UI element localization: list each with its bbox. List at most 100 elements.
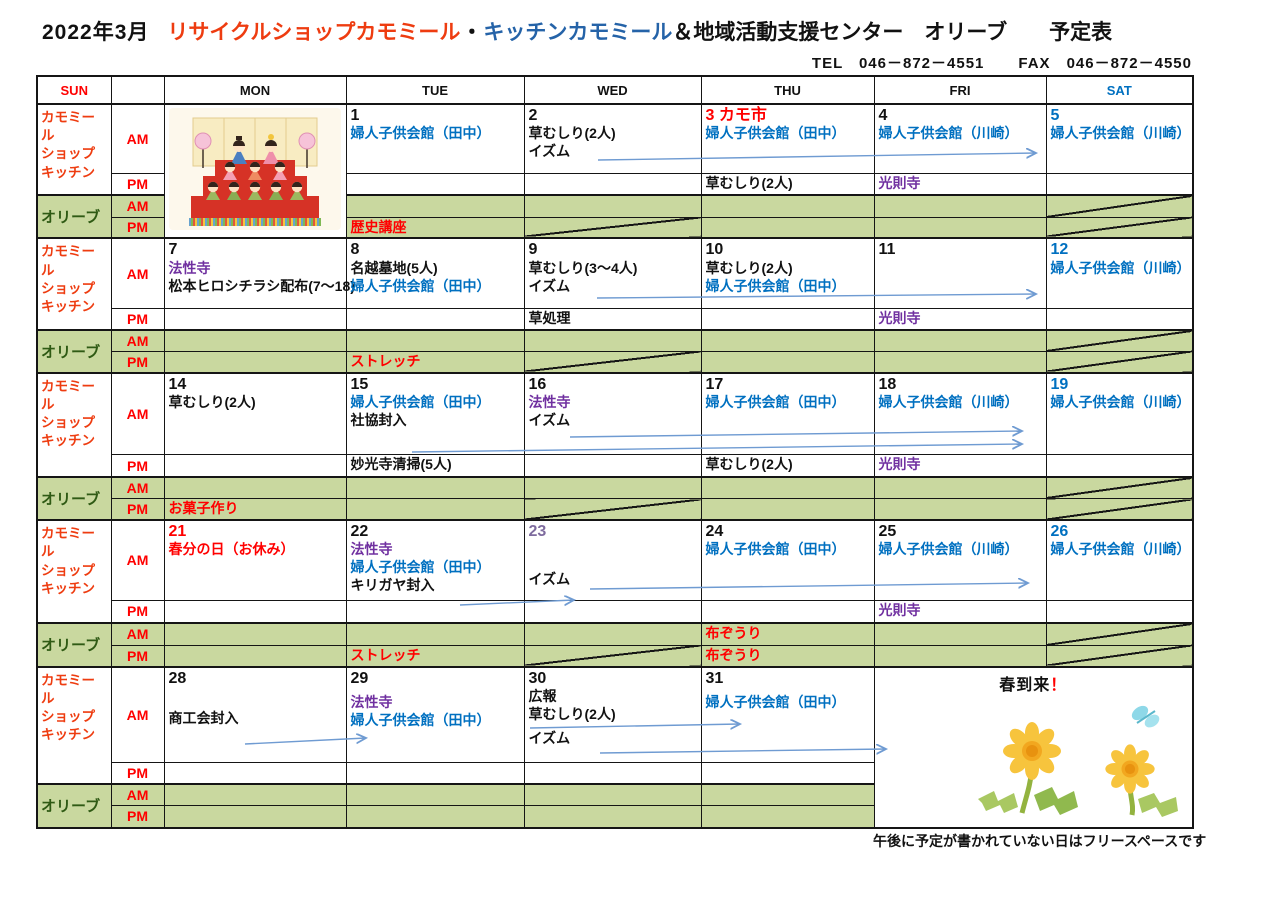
w3-sat-olive-pm (1045, 498, 1194, 521)
event: 光則寺 (878, 174, 921, 191)
w4-tue-pm (345, 599, 525, 624)
header-ampm-col (110, 75, 165, 105)
event: 婦人子供会館（田中） (350, 711, 491, 728)
w1-thu-am: 3 カモ市 婦人子供会館（田中） (700, 103, 875, 174)
event: 婦人子供会館（川崎） (1050, 259, 1191, 276)
w5-olive-pm-row: PM (37, 805, 1193, 829)
event: 光則寺 (878, 309, 921, 326)
date-number: 2 (528, 107, 538, 124)
event: 婦人子供会館（田中） (705, 693, 846, 710)
pm-label: PM (110, 644, 165, 668)
event: 婦人子供会館（川崎） (878, 541, 1019, 558)
olive-section-label: オリーブ (36, 475, 112, 521)
w3-olive-am-row: オリーブ AM (36, 475, 1194, 521)
am-label: AM (110, 782, 165, 807)
event: 布ぞうり (705, 646, 762, 663)
w2-sat-olive-pm (1045, 350, 1194, 374)
w1-fri-am: 4 婦人子供会館（川崎） (873, 103, 1047, 174)
event: 布ぞうり (705, 625, 762, 642)
flower-head (1003, 721, 1061, 780)
chamomile-section-label: カモミール ショップ キッチン (36, 665, 112, 785)
event: 婦人子供会館（川崎） (878, 394, 1019, 410)
w2-wed-pm: 草処理 (523, 307, 702, 331)
w5-mon-olive-am (163, 782, 347, 807)
chamomile-section-label: カモミール ショップ キッチン (36, 237, 112, 331)
event: 婦人子供会館（田中） (705, 277, 846, 294)
w5-tue-am: 29 法性寺 婦人子供会館（田中） (345, 665, 525, 764)
event: 商工会封入 (168, 709, 239, 726)
w2-thu-pm (700, 307, 875, 331)
event: 光則寺 (878, 601, 921, 618)
w4-mon-am: 21 春分の日（お休み） (163, 519, 347, 601)
w3-fri-olive-pm (873, 498, 1047, 521)
leaf (1034, 786, 1078, 815)
w2-thu-am: 10 草むしり(2人) 婦人子供会館（田中） (700, 237, 875, 309)
w1-sat-olive-am (1045, 194, 1194, 218)
am-label: AM (110, 622, 165, 646)
w2-sat-olive-am (1045, 329, 1194, 352)
w3-am-row: カモミール ショップ キッチン AM 14 草むしり(2人) 15 婦人子供会館… (36, 371, 1194, 478)
w4-wed-olive-pm (523, 644, 702, 668)
w1-wed-am: 2 草むしり(2人) イズム (523, 103, 702, 174)
header-wed: WED (523, 75, 702, 105)
event: 婦人子供会館（川崎） (1050, 125, 1191, 142)
w5-wed-pm (523, 762, 702, 785)
w4-olive-am-row: オリーブ AM 布ぞうり (36, 622, 1194, 668)
w2-olive-am-row: オリーブ AM (36, 329, 1194, 374)
event: イズム (528, 411, 571, 428)
w2-tue-pm (345, 307, 525, 331)
w5-olive-am-row: オリーブ AM (36, 782, 1193, 829)
w5-mon-am: 28 商工会封入 (163, 665, 347, 764)
leaf (1138, 792, 1178, 817)
spring-flowers-illustration (978, 705, 1178, 817)
w4-fri-am: 25 婦人子供会館（川崎） (873, 519, 1047, 601)
w4-thu-olive-am: 布ぞうり (700, 622, 875, 646)
spring-banner: 春到来！ (999, 676, 1068, 694)
w3-mon-am: 14 草むしり(2人) (163, 371, 347, 456)
w2-am-row: カモミール ショップ キッチン AM 7 法性寺 松本ヒロシチラシ配布(7～18… (36, 237, 1194, 331)
header-tue: TUE (345, 75, 525, 105)
pm-label: PM (110, 454, 165, 478)
w4-pm-row: PM 光則寺 (37, 599, 1194, 624)
event: ストレッチ (350, 352, 421, 369)
w4-wed-pm (523, 599, 702, 624)
event: 名越墓地(5人) (350, 259, 438, 276)
footer-note: 午後に予定が書かれていない日はフリースペースです (873, 833, 1207, 849)
w4-sat-olive-pm (1045, 644, 1194, 668)
w2-fri-am: 11 (873, 237, 1047, 309)
date-number: 1 (350, 107, 360, 124)
butterfly-icon (1131, 705, 1160, 728)
event: 草むしり(3～4人) (528, 259, 638, 276)
w1-tue-olive-pm: 歴史講座 (345, 216, 525, 239)
w3-wed-olive-am (523, 475, 702, 500)
w1-thu-olive-am (700, 194, 875, 218)
w4-tue-olive-am (345, 622, 525, 646)
event: イズム (528, 277, 571, 294)
w3-tue-olive-am (345, 475, 525, 500)
w3-mon-olive-pm: お菓子作り (163, 498, 347, 521)
w3-sat-am: 19 婦人子供会館（川崎） (1045, 371, 1194, 456)
date-number: 3 カモ市 (705, 107, 767, 124)
court-lady-dolls (223, 161, 287, 180)
w5-wed-am: 30 広報 草むしり(2人) イズム (523, 665, 702, 764)
w1-olive-pm-row: PM 歴史講座 (37, 216, 1194, 239)
header-thu: THU (700, 75, 875, 105)
w4-mon-pm (163, 599, 347, 624)
event: 婦人子供会館（田中） (705, 125, 846, 142)
event: 婦人子供会館（田中） (350, 125, 491, 142)
w5-wed-olive-pm (523, 805, 702, 829)
olive-section-label: オリーブ (36, 193, 112, 239)
date-number: 9 (528, 241, 538, 259)
flower-head (1105, 743, 1155, 794)
am-label: AM (110, 237, 165, 309)
w3-thu-am: 17 婦人子供会館（田中） (700, 371, 875, 456)
date-number: 23 (528, 523, 547, 541)
pm-label: PM (110, 172, 165, 196)
tel-number: TEL 046－872－4551 (811, 55, 985, 72)
event: 草むしり(2人) (705, 456, 793, 473)
w1-fri-olive-am (873, 194, 1047, 218)
w2-fri-olive-am (873, 329, 1047, 352)
event: 法性寺 (168, 259, 211, 276)
w4-fri-pm: 光則寺 (873, 599, 1047, 624)
